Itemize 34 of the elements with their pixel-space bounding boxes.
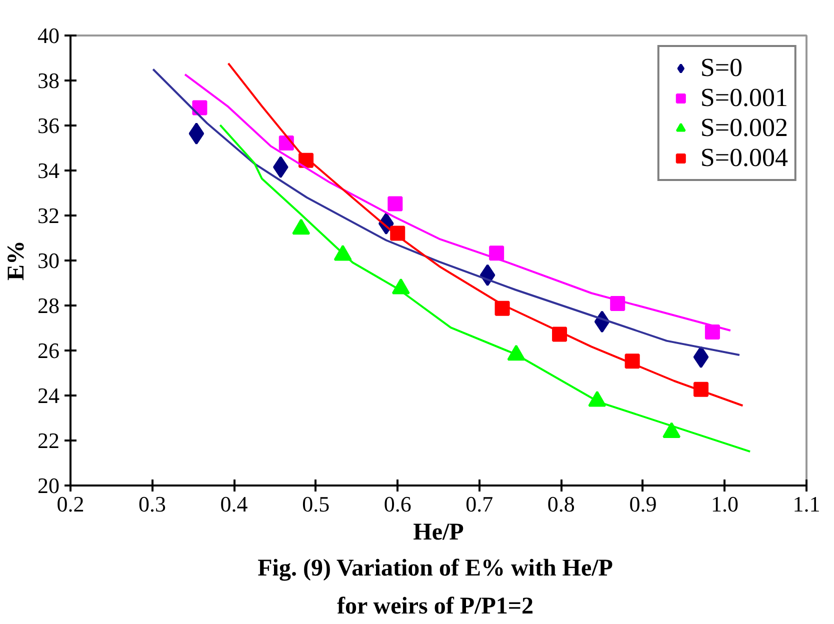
x-tick-label: 0.2	[56, 492, 84, 516]
point	[192, 100, 208, 116]
x-tick-label: 0.5	[302, 492, 330, 516]
y-tick-label: 36	[38, 113, 60, 138]
y-tick-label: 40	[38, 23, 60, 48]
y-tick-label: 22	[38, 428, 60, 453]
y-tick-label: 24	[38, 383, 60, 408]
point	[693, 346, 709, 368]
y-tick-label: 30	[38, 248, 60, 273]
y-tick-label: 28	[38, 293, 60, 318]
x-tick-label: 0.9	[629, 492, 657, 516]
x-axis-title: He/P	[413, 520, 464, 546]
x-tick-label: 0.4	[220, 492, 248, 516]
x-tick-label: 1.0	[710, 492, 738, 516]
legend-label: S=0.002	[700, 113, 788, 143]
text: for weirs of P/P1=2	[337, 594, 534, 620]
text: Fig. (9) Variation of E% with He/P	[258, 556, 613, 582]
y-tick-label: 32	[38, 203, 60, 228]
y-tick-label: 34	[38, 158, 60, 183]
y-axis-title: E%	[4, 240, 30, 281]
y-tick-label: 20	[38, 473, 60, 498]
point	[188, 122, 204, 145]
x-tick-label: 0.8	[547, 492, 575, 516]
x-tick-label: 1.1	[792, 492, 820, 516]
x-tick-label: 0.7	[466, 492, 494, 516]
x-tick-label: 0.6	[384, 492, 412, 516]
legend-label: S=0.004	[700, 143, 788, 173]
y-tick-label: 26	[38, 338, 60, 363]
x-tick-label: 0.3	[138, 492, 166, 516]
point	[388, 196, 403, 212]
legend-label: S=0	[700, 53, 742, 83]
legend-label: S=0.001	[700, 83, 788, 113]
y-tick-label: 38	[38, 68, 60, 93]
point	[704, 324, 720, 340]
